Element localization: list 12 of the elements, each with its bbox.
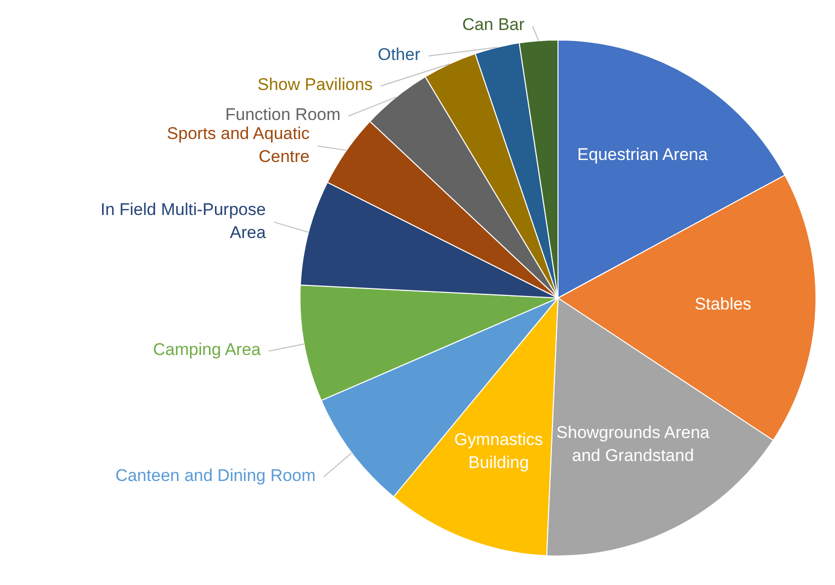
slice-label: Sports and Aquatic Centre (166, 124, 310, 166)
slice-label: Equestrian Arena (577, 146, 708, 165)
slice-label: Canteen and Dining Room (115, 466, 316, 486)
slice-label: Camping Area (153, 340, 262, 360)
slice-label: Function Room (225, 105, 341, 124)
slice-label: In Field Multi-Purpose Area (100, 200, 266, 243)
slice-label: Showgrounds Arena and Grandstand (556, 424, 710, 466)
slice-label: Show Pavilions (258, 75, 373, 94)
slice-label: Gymnastics Building (454, 430, 544, 473)
slice-label: Stables (694, 294, 752, 314)
slice-label: Other (378, 45, 421, 64)
slice-label: Can Bar (462, 15, 525, 34)
